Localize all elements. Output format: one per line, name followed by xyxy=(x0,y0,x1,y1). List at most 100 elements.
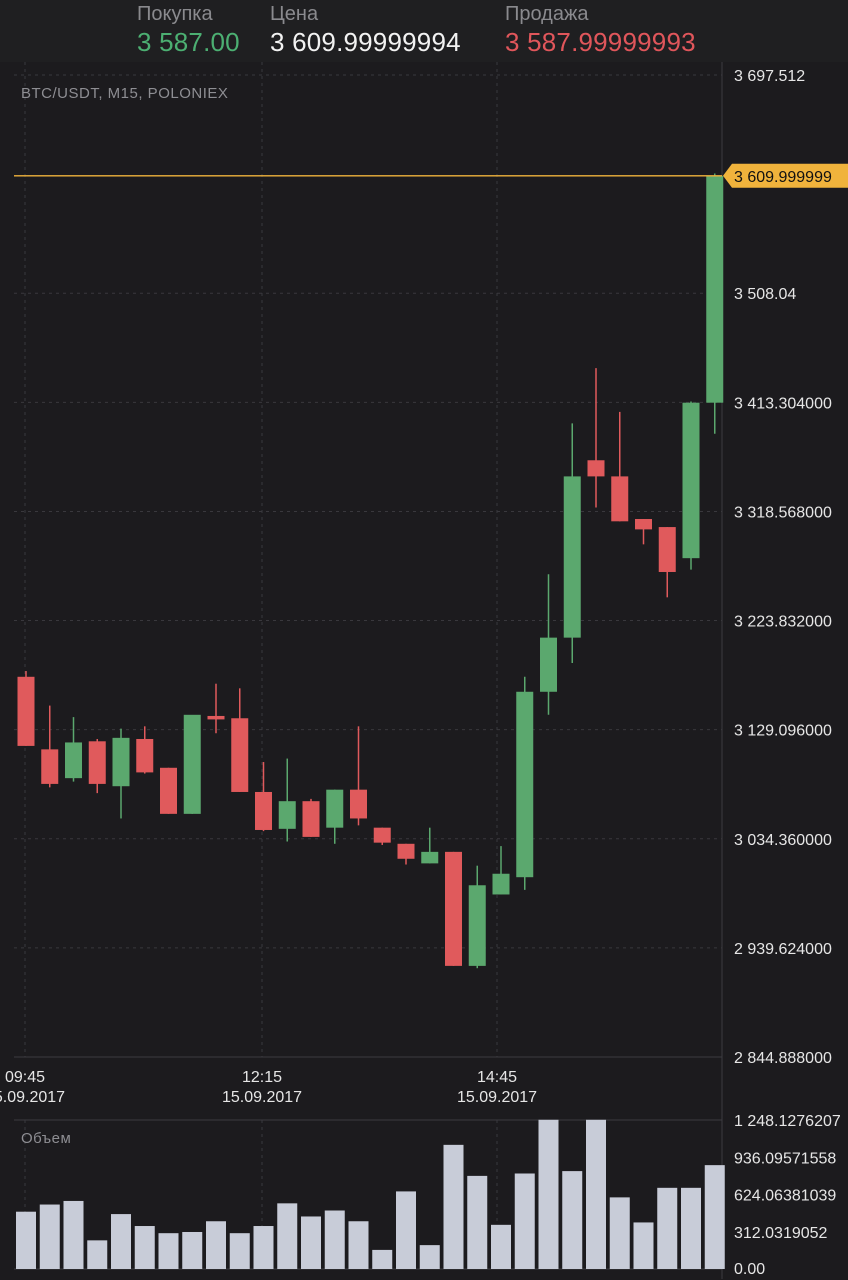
volume-bar xyxy=(681,1187,701,1269)
candle xyxy=(350,726,367,826)
volume-tick-label: 312.0319052 xyxy=(734,1225,828,1242)
volume-bar xyxy=(111,1214,131,1269)
candle-body xyxy=(136,738,154,773)
sell-quote[interactable]: Продажа 3 587.99999993 xyxy=(505,2,696,58)
volume-tick-label: 1 248.1276207 xyxy=(734,1113,841,1130)
candle xyxy=(112,728,130,819)
candle-body xyxy=(421,851,439,864)
volume-bar xyxy=(491,1224,511,1269)
volume-bar xyxy=(372,1249,393,1269)
candle xyxy=(231,688,249,792)
candle xyxy=(88,738,106,794)
candle-body xyxy=(706,175,724,403)
candle-body xyxy=(468,885,486,966)
volume-bar xyxy=(419,1245,440,1269)
price-tick-label: 3 034.360000 xyxy=(734,832,832,849)
buy-quote[interactable]: Покупка 3 587.00 xyxy=(137,2,240,58)
candle-body xyxy=(326,789,344,828)
candle xyxy=(397,843,415,865)
candle xyxy=(587,368,605,508)
candle-body xyxy=(207,715,225,720)
candle xyxy=(278,758,296,842)
candle-body xyxy=(17,676,35,746)
candle xyxy=(17,671,35,746)
volume-bar xyxy=(229,1233,250,1269)
candles xyxy=(17,173,724,969)
grid xyxy=(14,62,723,1279)
volume-tick-label: 936.09571558 xyxy=(734,1150,836,1167)
candle-body xyxy=(350,789,367,819)
price-tick-label: 3 318.568000 xyxy=(734,504,832,521)
candle xyxy=(207,683,225,734)
candle xyxy=(136,726,154,774)
candle xyxy=(658,527,676,598)
price-value: 3 609.99999994 xyxy=(270,27,461,57)
candle-body xyxy=(516,691,534,878)
candle-body xyxy=(65,742,82,779)
volume-bar xyxy=(158,1233,179,1269)
candle xyxy=(65,717,82,782)
volume-bar xyxy=(562,1171,583,1269)
candle xyxy=(160,767,177,814)
volume-bar xyxy=(704,1165,725,1269)
volume-tick-label: 0.00 xyxy=(734,1261,765,1278)
volume-bar xyxy=(467,1175,488,1269)
volume-label: Объем xyxy=(21,1130,71,1147)
candle-body xyxy=(445,851,462,966)
current-price-tag xyxy=(723,163,848,188)
price-tick-label: 3 129.096000 xyxy=(734,723,832,740)
candle-body xyxy=(540,637,557,692)
symbol-info-label: BTC/USDT, M15, POLONIEX xyxy=(21,85,228,102)
price-label: Цена xyxy=(270,3,319,25)
candle xyxy=(635,519,652,545)
candle-body xyxy=(88,741,106,784)
current-price-tag-label: 3 609.999999 xyxy=(734,169,832,186)
price-tick-label: 3 508.04 xyxy=(734,286,796,303)
candle xyxy=(41,705,59,788)
time-tick-label: 12:15 xyxy=(242,1069,282,1086)
candle-body xyxy=(255,791,272,830)
buy-label: Покупка xyxy=(137,3,213,25)
volume-bar xyxy=(277,1203,298,1269)
volume-bar xyxy=(16,1211,36,1269)
volume-bar xyxy=(633,1222,654,1269)
candle xyxy=(611,411,629,522)
candle-body xyxy=(611,476,629,522)
candle-body xyxy=(183,714,201,814)
volume-bar xyxy=(182,1231,203,1269)
candle xyxy=(468,865,486,969)
price-tick-label: 2 939.624000 xyxy=(734,941,832,958)
date-tick-label: 15.09.2017 xyxy=(222,1089,302,1106)
volume-tick-label: 624.06381039 xyxy=(734,1188,836,1205)
candle xyxy=(706,173,724,434)
candle-body xyxy=(397,843,415,859)
volume-bar xyxy=(301,1216,321,1269)
volume-bar xyxy=(538,1119,559,1269)
candle-body xyxy=(563,476,581,638)
price-tick-label: 2 844.888000 xyxy=(734,1050,832,1067)
candle-body xyxy=(231,718,249,792)
volume-bar xyxy=(443,1144,464,1269)
candle xyxy=(326,789,344,844)
volume-bars xyxy=(16,1119,725,1269)
volume-bar xyxy=(39,1204,60,1269)
candle-body xyxy=(278,801,296,829)
candle xyxy=(540,574,557,715)
candle xyxy=(445,851,462,966)
candle-body xyxy=(112,737,130,787)
sell-value: 3 587.99999993 xyxy=(505,27,696,57)
time-tick-label: 09:45 xyxy=(5,1069,45,1086)
quote-header: Покупка 3 587.00 Цена 3 609.99999994 Про… xyxy=(0,0,848,62)
price-tick-label: 3 223.832000 xyxy=(734,614,832,631)
candle xyxy=(682,401,700,570)
candle xyxy=(183,714,201,814)
price-tick-label: 3 413.304000 xyxy=(734,395,832,412)
sell-label: Продажа xyxy=(505,3,589,25)
chart-area[interactable]: 3 697.512 3 508.04 3 413.304000 3 318.56800… xyxy=(0,62,848,1280)
volume-bar xyxy=(206,1221,226,1269)
candle-body xyxy=(682,402,700,559)
volume-bar xyxy=(348,1221,369,1269)
candle xyxy=(255,762,272,832)
candle-body xyxy=(658,527,676,572)
candle-body xyxy=(373,827,391,843)
